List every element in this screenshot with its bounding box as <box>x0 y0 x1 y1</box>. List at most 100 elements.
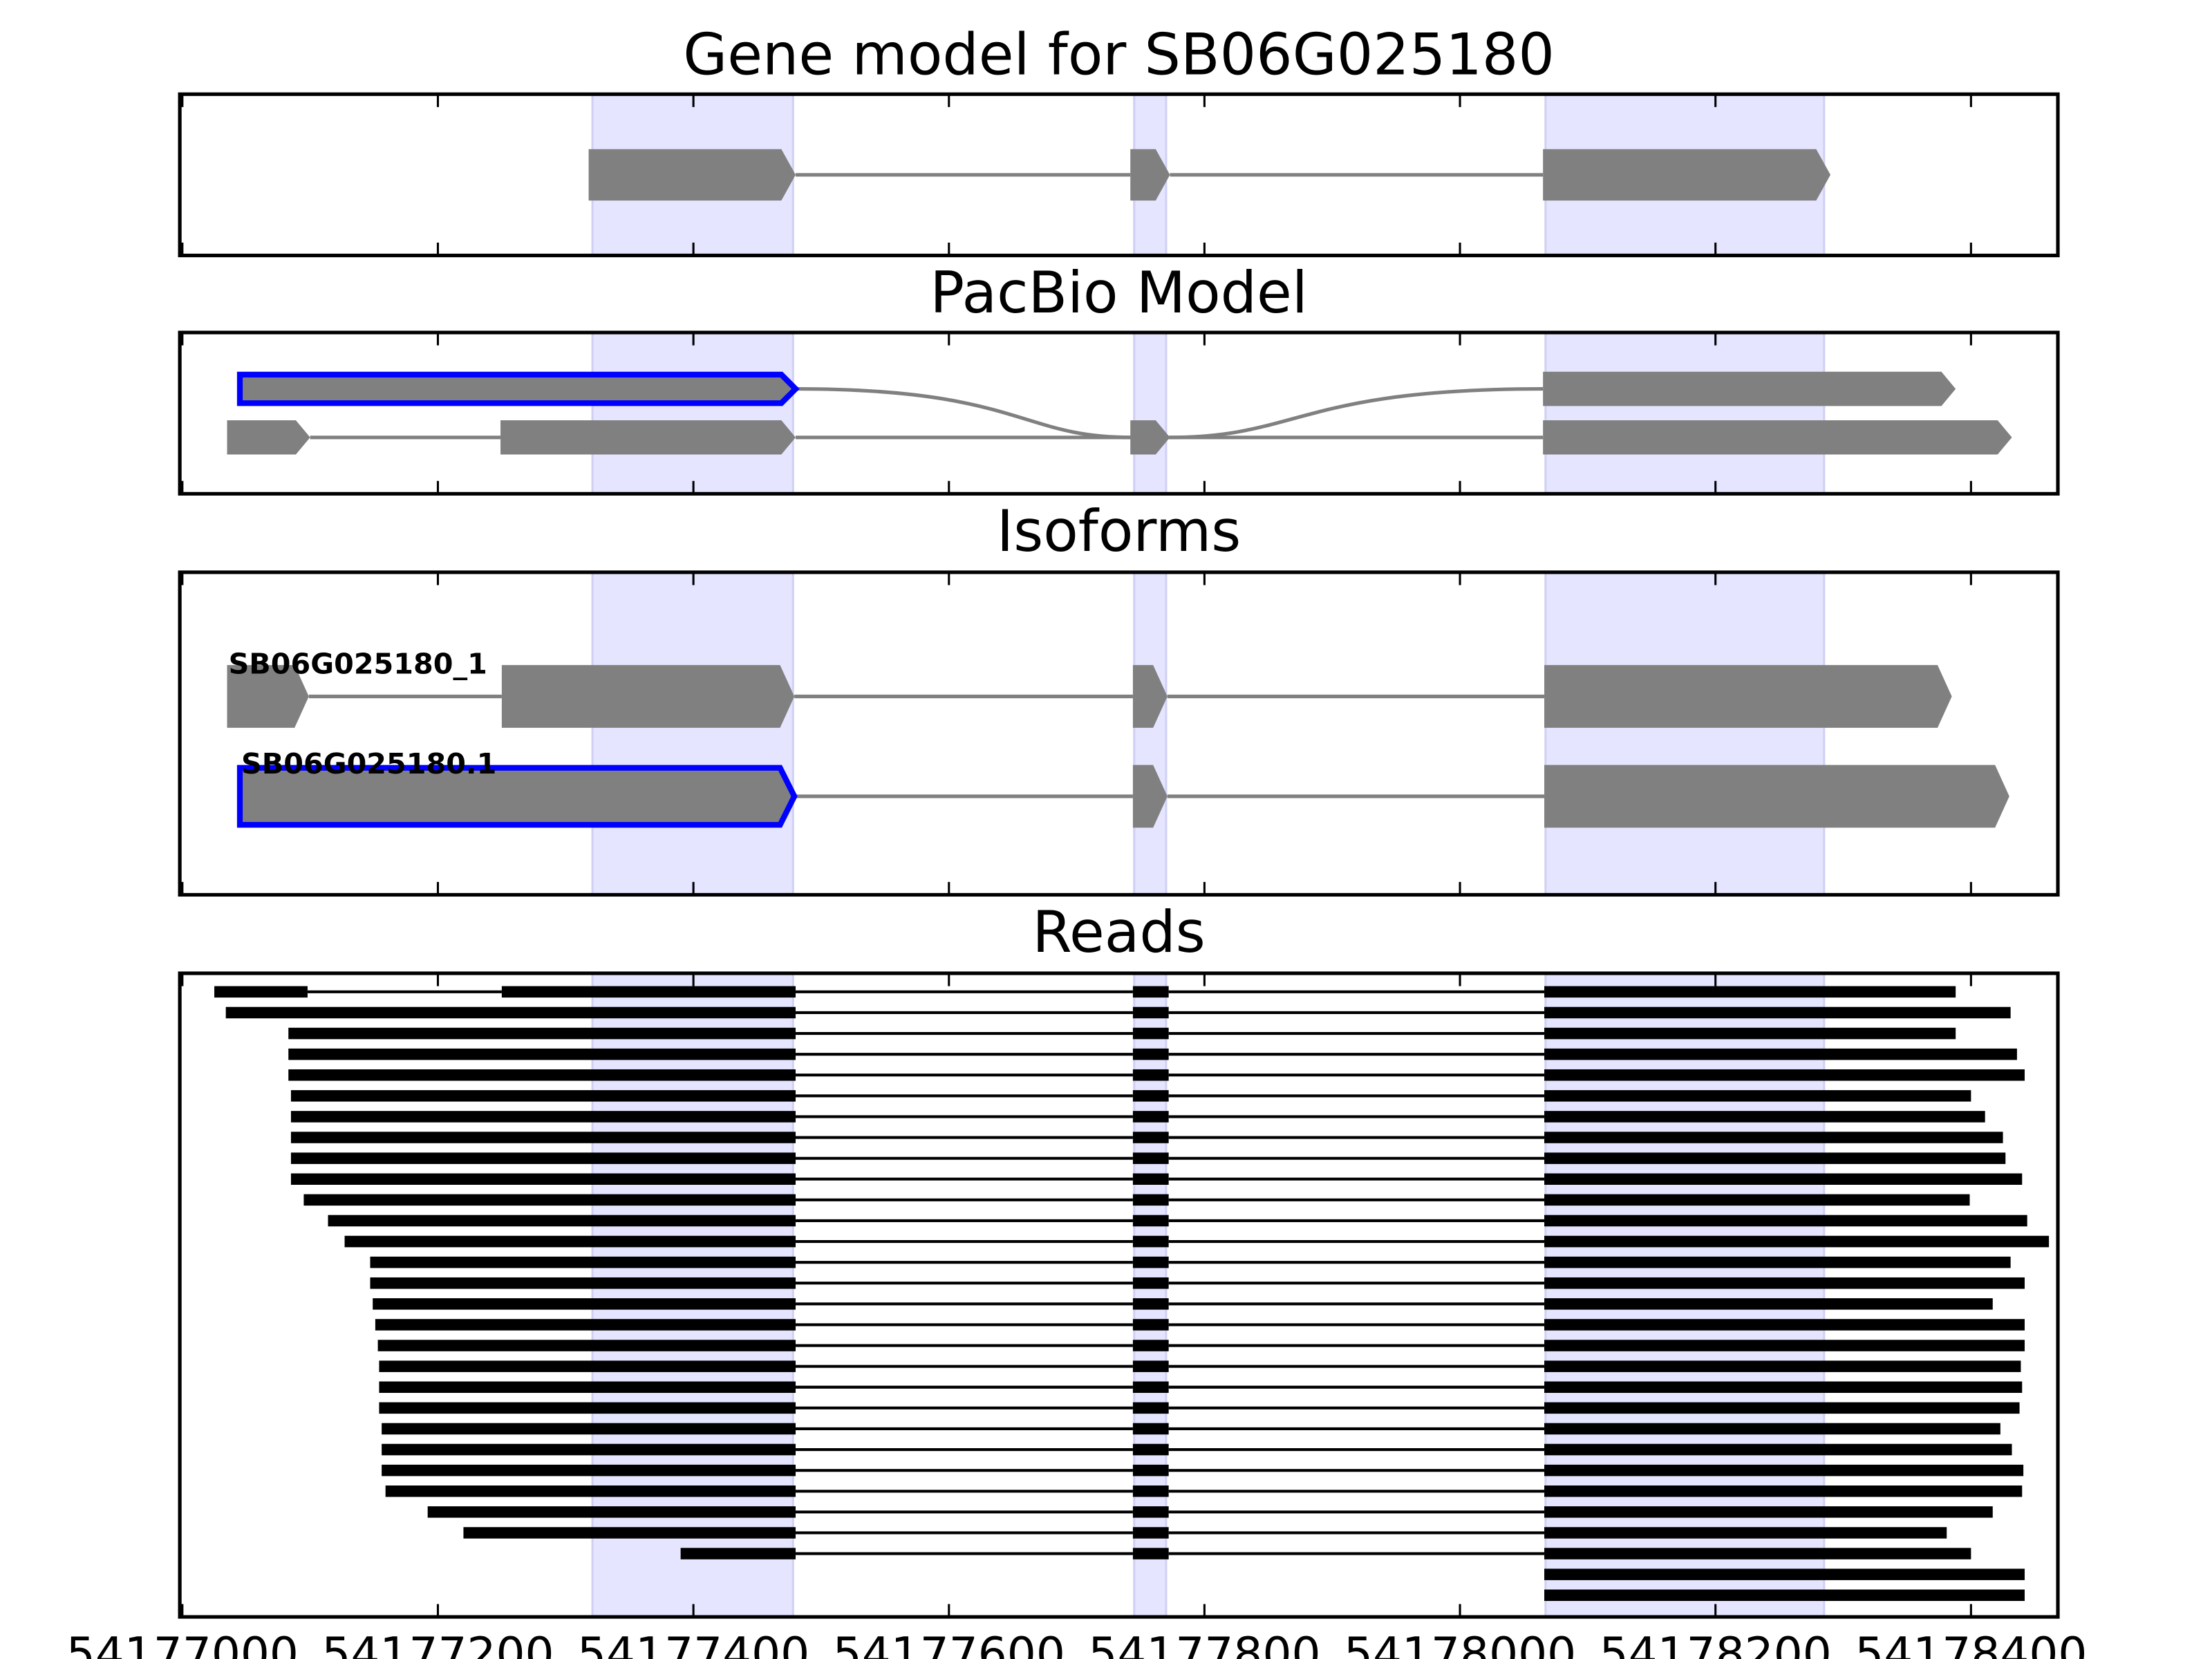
isoform-label: SB06G025180.1 <box>241 747 496 780</box>
read-block <box>290 1090 796 1102</box>
read-block <box>1544 1277 2025 1289</box>
x-tick-label: 54177400 <box>577 1627 809 1659</box>
read-block <box>382 1443 796 1456</box>
x-tick-label: 54178000 <box>1344 1627 1576 1659</box>
read-block <box>1544 1548 1971 1559</box>
exon-region-shade <box>1544 331 1826 495</box>
read-block <box>1544 1381 2023 1394</box>
read-block <box>1132 1235 1169 1248</box>
read-block <box>1132 1111 1169 1123</box>
exon-region-shade <box>1133 571 1168 896</box>
read-block <box>370 1256 796 1268</box>
read-block <box>1544 1027 1956 1040</box>
read-block <box>1544 1090 1971 1102</box>
read-block <box>501 986 796 998</box>
read-block <box>1544 1048 2017 1060</box>
x-tick-label: 54177800 <box>1088 1627 1320 1659</box>
panel-title: Reads <box>1032 899 1206 966</box>
read-block <box>382 1464 796 1477</box>
read-block <box>1544 986 1956 998</box>
panel-content: SB06G025180_1 SB06G025180.1 <box>227 647 2009 828</box>
read-block <box>214 986 308 998</box>
read-block <box>1544 1152 2006 1164</box>
read-block <box>288 1069 796 1081</box>
read-block <box>1132 1215 1169 1227</box>
read-block <box>1132 1360 1169 1372</box>
exon-region-shade <box>591 571 794 896</box>
read-block <box>379 1360 796 1372</box>
read-block <box>1132 1173 1169 1185</box>
x-tick-label: 54177600 <box>833 1627 1065 1659</box>
exon <box>1544 665 1952 728</box>
read-block <box>1132 1340 1169 1351</box>
read-block <box>1132 1527 1169 1539</box>
read-block <box>1132 1548 1169 1559</box>
read-block <box>1544 1298 1993 1310</box>
read-block <box>1132 1069 1169 1081</box>
exon <box>1543 149 1831 201</box>
read-block <box>290 1111 796 1123</box>
read-block <box>1544 1111 1985 1123</box>
exon <box>1544 765 2009 828</box>
exon <box>236 371 800 406</box>
read-block <box>1132 1298 1169 1310</box>
read-block <box>1132 1194 1169 1206</box>
read-block <box>1544 1194 1970 1206</box>
read-block <box>1544 1006 2011 1019</box>
read-block <box>1544 1568 2025 1580</box>
exon <box>500 420 796 455</box>
read-block <box>1132 1443 1169 1456</box>
read-block <box>225 1006 796 1019</box>
read-block <box>303 1194 796 1206</box>
read-block <box>1544 1215 2027 1227</box>
exon <box>1130 420 1170 455</box>
read-block <box>1132 1277 1169 1289</box>
exon <box>1543 420 2012 455</box>
read-block <box>1132 1027 1169 1040</box>
panel-title: PacBio Model <box>930 260 1307 326</box>
read-block <box>1132 1006 1169 1019</box>
read-block <box>1132 1048 1169 1060</box>
exon <box>1132 765 1168 828</box>
exon <box>1132 665 1168 728</box>
read-block <box>1132 986 1169 998</box>
read-block <box>344 1235 796 1248</box>
read-block <box>377 1340 796 1351</box>
panel-content <box>588 149 1831 201</box>
read-block <box>1544 1527 1947 1539</box>
read-block <box>1544 1235 2050 1248</box>
read-block <box>1132 1319 1169 1331</box>
read-block <box>290 1173 796 1185</box>
exon-region-shade <box>1133 331 1168 495</box>
x-tick-label: 54178200 <box>1600 1627 1832 1659</box>
x-tick-label: 54177000 <box>66 1627 299 1659</box>
read-block <box>680 1548 796 1559</box>
exon <box>236 765 798 828</box>
panel-title: Gene model for SB06G025180 <box>683 21 1555 88</box>
read-block <box>1544 1443 2012 1456</box>
exon <box>227 420 310 455</box>
read-block <box>1132 1464 1169 1477</box>
exon-region-shade <box>1544 571 1826 896</box>
panel-frame <box>178 570 2060 897</box>
exon <box>501 665 795 728</box>
exon <box>227 665 309 728</box>
read-block <box>290 1152 796 1164</box>
panel-content <box>227 371 2012 455</box>
read-block <box>1132 1506 1169 1518</box>
read-block <box>1544 1402 2020 1414</box>
read-block <box>1544 1589 2025 1602</box>
read-block <box>379 1402 796 1414</box>
read-block <box>1544 1464 2024 1477</box>
read-block <box>1544 1423 2000 1435</box>
intron <box>795 387 1544 440</box>
read-block <box>463 1527 796 1539</box>
panel-frame <box>178 330 2060 496</box>
panel-frame <box>178 971 2060 1619</box>
read-block <box>1132 1485 1169 1497</box>
read-block <box>1544 1256 2011 1268</box>
read-block <box>1132 1402 1169 1414</box>
read-block <box>1544 1485 2023 1497</box>
panel-content <box>214 986 2050 1602</box>
